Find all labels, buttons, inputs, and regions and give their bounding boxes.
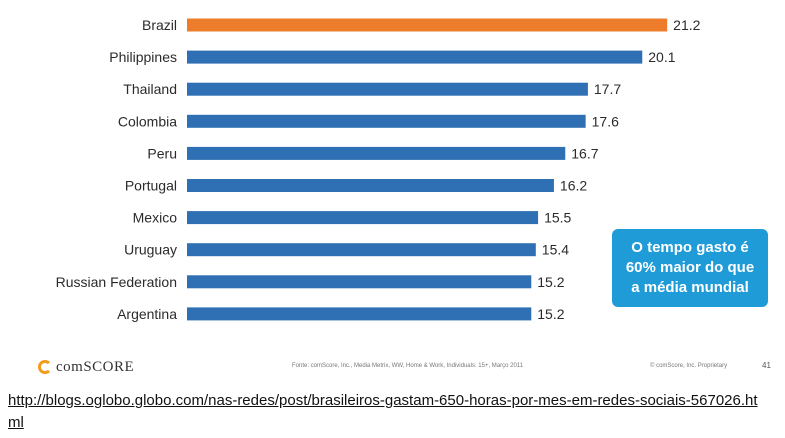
value-label: 15.2 [537, 306, 564, 322]
logo-text: comSCORE [56, 358, 135, 375]
source-url-link[interactable]: http://blogs.oglobo.globo.com/nas-redes/… [8, 392, 758, 431]
bar [187, 82, 588, 96]
callout-line-3: a média mundial [631, 279, 749, 296]
bar [187, 50, 643, 64]
category-label: Portugal [125, 178, 177, 194]
callout-line-2: 60% maior do que [625, 259, 755, 276]
value-label: 17.6 [592, 113, 619, 129]
source-note: Fonte: comScore, Inc., Media Metrix, WW,… [292, 363, 524, 369]
value-label: 16.2 [560, 178, 587, 194]
category-label: Uruguay [124, 242, 177, 258]
category-label: Mexico [133, 210, 178, 226]
bar-chart: Brazil 21.2 Philippines 20.1 Thailand 17.7 Col… [56, 17, 701, 322]
category-label: Argentina [117, 306, 177, 322]
copyright-note: © comScore, Inc. Proprietary [650, 363, 728, 369]
category-label: Peru [147, 145, 177, 161]
category-label: Colombia [118, 113, 177, 129]
page-number: 41 [762, 361, 771, 370]
bar [187, 146, 566, 160]
bar [187, 211, 539, 225]
bar [187, 243, 536, 257]
category-label: Russian Federation [56, 274, 177, 290]
category-label: Thailand [123, 81, 177, 97]
bar [187, 179, 554, 192]
bar [187, 307, 532, 321]
bar [187, 275, 532, 289]
bar [187, 18, 668, 32]
value-label: 15.4 [542, 242, 569, 258]
value-label: 15.5 [544, 210, 571, 226]
bar [187, 114, 586, 128]
value-label: 21.2 [673, 17, 700, 33]
callout-line-1: O tempo gasto é [631, 239, 749, 256]
callout-box: O tempo gasto é 60% maior do que a média… [612, 229, 768, 307]
comscore-logo: comSCORE [38, 357, 134, 377]
category-label: Philippines [109, 49, 177, 65]
value-label: 17.7 [594, 81, 621, 97]
value-label: 20.1 [648, 49, 675, 65]
slide-footer: comSCORE Fonte: comScore, Inc., Media Me… [0, 353, 785, 381]
chart-area: Brazil 21.2 Philippines 20.1 Thailand 17.7 Col… [0, 17, 785, 381]
category-label: Brazil [142, 17, 177, 33]
value-label: 15.2 [537, 274, 564, 290]
comscore-logo-icon [38, 360, 52, 374]
value-label: 16.7 [571, 145, 598, 161]
